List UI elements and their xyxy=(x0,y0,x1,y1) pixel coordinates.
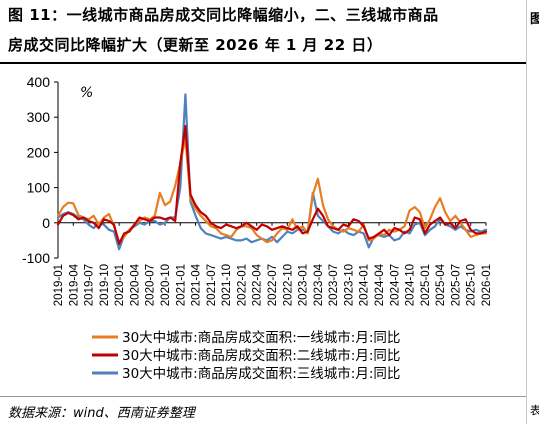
x-tick-label: 2019-04 xyxy=(68,263,80,306)
x-tick-label: 2021-10 xyxy=(221,264,233,306)
x-tick-label: 2022-07 xyxy=(267,264,279,306)
x-tick-label: 2024-07 xyxy=(389,264,401,306)
next-column-title-fragment: 图 xyxy=(530,12,539,27)
x-tick-label: 2020-10 xyxy=(160,264,172,306)
x-tick-label: 2020-04 xyxy=(129,263,141,306)
x-tick-label: 2023-10 xyxy=(343,264,355,306)
y-unit-label: % xyxy=(80,85,93,101)
x-tick-label: 2019-01 xyxy=(53,264,65,306)
x-tick-label: 2025-07 xyxy=(450,264,462,306)
x-tick-label: 2021-07 xyxy=(206,264,218,306)
y-tick-label: 200 xyxy=(27,144,51,160)
x-tick-label: 2024-10 xyxy=(405,264,417,306)
y-tick-label: 0 xyxy=(42,215,50,231)
x-tick-label: 2021-04 xyxy=(191,263,203,306)
x-tick-label: 2020-07 xyxy=(145,264,157,306)
x-tick-label: 2022-10 xyxy=(282,264,294,306)
figure-title-line-1: 图 11：一线城市商品房成交同比降幅缩小，二、三线城市商品 xyxy=(8,6,439,24)
series-line-2 xyxy=(56,124,488,245)
x-tick-label: 2019-10 xyxy=(99,264,111,306)
legend-label-1: 30大中城市:商品房成交面积:一线城市:月:同比 xyxy=(122,329,400,346)
x-tick-label: 2021-01 xyxy=(175,264,187,306)
source-divider xyxy=(0,396,526,397)
x-tick-label: 2022-04 xyxy=(252,263,264,306)
y-tick-label: 100 xyxy=(27,180,51,196)
column-divider xyxy=(526,0,527,424)
y-tick-label: 400 xyxy=(27,74,51,90)
x-tick-label: 2023-07 xyxy=(328,264,340,306)
x-tick-label: 2019-07 xyxy=(84,264,96,306)
title-divider xyxy=(0,62,526,64)
source-note: 数据来源：wind、西南证券整理 xyxy=(8,406,195,421)
figure-title-line-2: 房成交同比降幅扩大（更新至 2026 年 1 月 22 日） xyxy=(8,36,383,54)
y-tick-label: -100 xyxy=(22,250,50,266)
x-tick-label: 2025-01 xyxy=(420,264,432,306)
y-tick-label: 300 xyxy=(27,109,51,125)
x-tick-label: 2025-04 xyxy=(435,263,447,306)
x-tick-label: 2024-01 xyxy=(359,264,371,306)
legend-label-3: 30大中城市:商品房成交面积:三线城市:月:同比 xyxy=(122,365,400,382)
x-tick-label: 2023-04 xyxy=(313,263,325,306)
next-column-source-fragment: 表 xyxy=(530,404,539,417)
x-tick-label: 2023-01 xyxy=(298,264,310,306)
x-tick-label: 2024-04 xyxy=(374,263,386,306)
x-tick-label: 2025-10 xyxy=(466,264,478,306)
x-tick-label: 2022-01 xyxy=(236,264,248,306)
legend-label-2: 30大中城市:商品房成交面积:二线城市:月:同比 xyxy=(122,347,400,364)
x-tick-label: 2020-01 xyxy=(114,264,126,306)
x-tick-label: 2026-01 xyxy=(481,264,493,306)
